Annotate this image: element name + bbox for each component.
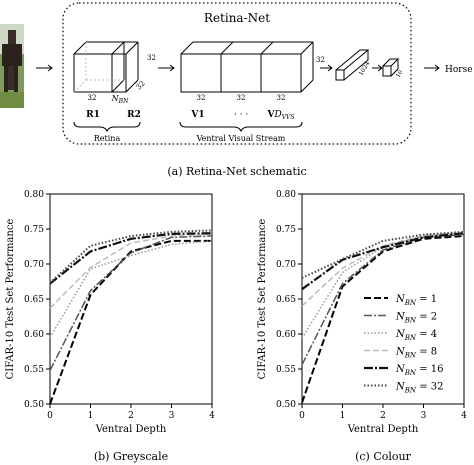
vvs-fc-arrow — [320, 64, 333, 72]
legend-label: NBN = 32 — [395, 382, 444, 395]
x-axis: 0 1 2 3 4 — [299, 404, 467, 421]
y-axis-label: CIFAR-10 Test Set Performance — [257, 219, 268, 380]
vvs-width-label-3: 32 — [277, 94, 286, 102]
vvs-brace — [179, 121, 303, 133]
y-tick-label: 0.70 — [276, 260, 296, 270]
retina-layer-label-2: R2 — [127, 110, 141, 120]
plot-frame — [49, 193, 213, 405]
output-label: Horse — [445, 65, 473, 75]
chart-greyscale: 0.50 0.55 0.60 0.65 0.70 0.75 0.80 0 1 2 3 4 Ventr… — [5, 190, 215, 463]
legend-label: NBN = 4 — [395, 329, 437, 342]
y-tick-label: 0.50 — [24, 400, 44, 410]
output-arrow — [424, 64, 440, 72]
series-line-3 — [301, 232, 465, 339]
x-tick-label: 3 — [169, 411, 175, 421]
chart-caption: (b) Greyscale — [94, 450, 168, 463]
vvs-dots: · · · — [234, 110, 248, 120]
x-tick-label: 1 — [340, 411, 346, 421]
y-axis-label: CIFAR-10 Test Set Performance — [5, 219, 16, 380]
vvs-width-label-1: 32 — [197, 94, 206, 102]
y-tick-label: 0.80 — [24, 190, 44, 200]
fc-1024-label: 1024 — [358, 60, 372, 77]
x-tick-label: 3 — [421, 411, 427, 421]
x-axis: 0 1 2 3 4 — [47, 404, 215, 421]
y-tick-label: 0.55 — [276, 365, 296, 375]
x-tick-label: 4 — [209, 411, 215, 421]
retina-layer-label: R1 — [86, 110, 100, 120]
legend-label: NBN = 2 — [395, 312, 437, 325]
retina-depth-label: NBN — [111, 94, 129, 105]
vvs-width-label-2: 32 — [237, 94, 246, 102]
y-tick-label: 0.65 — [276, 295, 296, 305]
schematic-border — [62, 2, 412, 145]
y-tick-label: 0.70 — [24, 260, 44, 270]
legend-label: NBN = 16 — [395, 364, 444, 377]
input-arrow — [36, 64, 53, 72]
x-axis-label: Ventral Depth — [347, 424, 419, 435]
series-line-1 — [49, 239, 212, 405]
x-tick-label: 0 — [299, 411, 305, 421]
retina-block — [73, 41, 139, 93]
retina-brace — [73, 121, 141, 133]
fc-10-label: 10 — [395, 69, 405, 79]
series-lines — [301, 230, 465, 403]
series-line-5 — [49, 232, 213, 285]
vvs-last-layer-label: VDVVS — [267, 110, 295, 121]
x-tick-label: 2 — [128, 411, 134, 421]
x-tick-label: 0 — [47, 411, 53, 421]
retina-vvs-arrow — [158, 64, 175, 72]
series-line-2 — [49, 235, 213, 371]
y-tick-label: 0.80 — [276, 190, 296, 200]
retina-group-label: Retina — [94, 134, 121, 143]
retina-width-label: 32 — [88, 94, 97, 102]
fc-layer-1024 — [335, 49, 370, 81]
legend: NBN = 1 NBN = 2 NBN = 4 NBN = 8 NBN = 16 NBN … — [364, 294, 444, 395]
chart-caption: (c) Colour — [355, 450, 412, 463]
chart-colour: 0.50 0.55 0.60 0.65 0.70 0.75 0.80 0 1 2 3 4 Ventr… — [257, 190, 467, 463]
y-tick-label: 0.60 — [24, 330, 44, 340]
series-line-5 — [301, 232, 465, 291]
vvs-group-label: Ventral Visual Stream — [196, 134, 286, 143]
series-line-4 — [301, 231, 465, 307]
y-tick-label: 0.75 — [24, 225, 44, 235]
series-line-4 — [49, 233, 213, 309]
schematic: Retina-Net 32 32 NBN 32 R1 R2 Retina — [0, 2, 473, 178]
y-tick-label: 0.60 — [276, 330, 296, 340]
vvs-layer-label: V1 — [190, 110, 204, 120]
fc-layer-10 — [382, 58, 400, 77]
vvs-block — [180, 41, 314, 93]
retina-side-label: 32 — [135, 79, 147, 91]
series-line-6 — [301, 230, 465, 279]
x-tick-label: 2 — [380, 411, 386, 421]
y-axis: 0.50 0.55 0.60 0.65 0.70 0.75 0.80 — [24, 190, 50, 410]
horse-image — [0, 24, 24, 108]
y-axis: 0.50 0.55 0.60 0.65 0.70 0.75 0.80 — [276, 190, 302, 410]
schematic-caption: (a) Retina-Net schematic — [167, 165, 306, 178]
y-tick-label: 0.55 — [24, 365, 44, 375]
schematic-title: Retina-Net — [204, 11, 270, 25]
y-tick-label: 0.50 — [276, 400, 296, 410]
series-lines — [49, 229, 213, 405]
series-line-6 — [49, 229, 213, 284]
legend-label: NBN = 8 — [395, 347, 437, 360]
x-tick-label: 4 — [461, 411, 467, 421]
x-tick-label: 1 — [88, 411, 94, 421]
vvs-height-label: 32 — [316, 56, 325, 64]
fc-arrow — [372, 64, 383, 72]
series-line-1 — [301, 235, 465, 403]
x-axis-label: Ventral Depth — [95, 424, 167, 435]
retina-height-label: 32 — [147, 54, 156, 62]
y-tick-label: 0.75 — [276, 225, 296, 235]
legend-label: NBN = 1 — [395, 294, 437, 307]
y-tick-label: 0.65 — [24, 295, 44, 305]
series-line-3 — [49, 240, 213, 338]
